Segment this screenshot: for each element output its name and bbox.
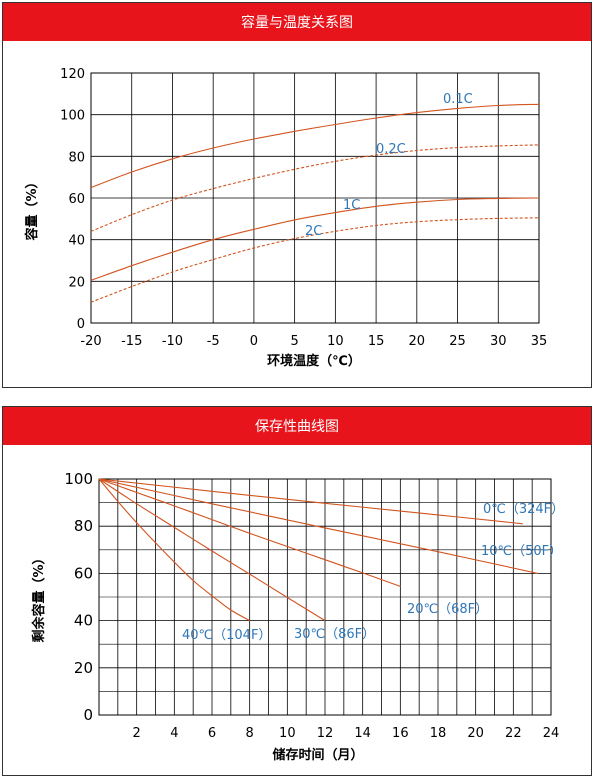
- series-label: 2C: [305, 224, 322, 239]
- x-axis-label: 环境温度（℃）: [267, 353, 361, 369]
- series-label: 0.1C: [443, 92, 473, 107]
- y-tick-label: 20: [74, 659, 93, 677]
- series-line: [98, 478, 250, 622]
- y-tick-label: 80: [74, 517, 93, 535]
- y-tick-label: 0: [83, 706, 93, 724]
- series-label: 0.2C: [376, 142, 406, 157]
- series-line: [90, 103, 540, 189]
- y-tick-label: 40: [74, 612, 93, 630]
- y-tick-label: 100: [64, 470, 93, 488]
- x-tick-label: 22: [505, 726, 522, 741]
- series-line: [98, 478, 401, 587]
- x-tick-label: 5: [290, 334, 298, 349]
- y-tick-label: 120: [60, 67, 85, 82]
- y-tick-label: 40: [68, 234, 85, 249]
- x-tick-label: 0: [250, 334, 258, 349]
- x-tick-label: 12: [317, 726, 334, 741]
- x-tick-label: 25: [449, 334, 466, 349]
- y-tick-label: 60: [74, 564, 93, 582]
- x-tick-label: 15: [368, 334, 385, 349]
- x-tick-label: 30: [490, 334, 507, 349]
- x-tick-label: -20: [80, 334, 101, 349]
- x-tick-label: 8: [246, 726, 254, 741]
- capacity-temperature-chart: 0 20 40 60 80 100 120 -20 -15 -10 -5 0 5 10 15 20 25 30 35…: [24, 67, 548, 369]
- x-axis-label: 储存时间（月）: [271, 747, 363, 763]
- x-tick-label: 6: [208, 726, 216, 741]
- y-tick-label: 80: [68, 150, 85, 165]
- x-tick-label: 14: [354, 726, 371, 741]
- series-line: [98, 478, 326, 622]
- x-tick-label: 4: [170, 726, 178, 741]
- storage-curve-header: 保存性曲线图: [3, 407, 591, 445]
- capacity-temperature-header: 容量与温度关系图: [3, 3, 591, 41]
- y-tick-label: 0: [77, 317, 85, 332]
- series-line: [90, 197, 540, 281]
- x-tick-label: 16: [392, 726, 409, 741]
- x-tick-label: -5: [207, 334, 220, 349]
- series-line: [98, 478, 523, 525]
- x-tick-label: 35: [531, 334, 548, 349]
- series-label: 20℃（68F）: [407, 602, 488, 617]
- storage-curve-panel: 保存性曲线图 0 20 40 60 80 100 2 4 6 8 10 12 14 16 18 20 22 24 储…: [2, 406, 592, 776]
- series-label: 1C: [343, 198, 360, 213]
- series-label: 0℃（324F）: [483, 502, 564, 517]
- x-tick-label: 20: [467, 726, 484, 741]
- x-tick-label: -15: [121, 334, 142, 349]
- x-tick-label: 24: [543, 726, 560, 741]
- series-label: 10℃（50F）: [481, 544, 562, 559]
- y-axis-label: 容量（%）: [24, 175, 40, 241]
- y-tick-label: 60: [68, 192, 85, 207]
- x-tick-label: 10: [279, 726, 296, 741]
- x-tick-label: 10: [327, 334, 344, 349]
- series-label: 40℃（104F）: [182, 628, 271, 643]
- series-line: [98, 478, 538, 574]
- x-tick-label: 20: [409, 334, 426, 349]
- series-label: 30℃（86F）: [294, 627, 375, 642]
- x-tick-label: -10: [162, 334, 183, 349]
- y-axis-label: 剩余容量（%）: [31, 551, 47, 642]
- y-tick-label: 100: [60, 109, 85, 124]
- capacity-temperature-panel: 容量与温度关系图 0 20 40 60 80 100 120 -20 -15 -10 -5 0 5 10 1…: [2, 2, 592, 388]
- x-tick-label: 2: [133, 726, 141, 741]
- series-line: [90, 217, 540, 303]
- y-tick-label: 20: [68, 275, 85, 290]
- x-tick-label: 18: [430, 726, 447, 741]
- series-line: [90, 144, 540, 232]
